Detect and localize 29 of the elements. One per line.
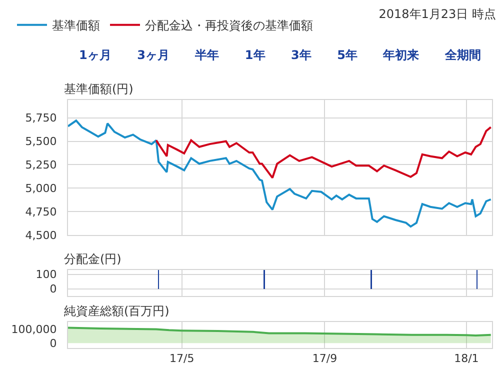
x-tick-label: 18/1	[454, 352, 479, 366]
text: 全期間	[444, 47, 482, 64]
text: 3ヶ月	[136, 47, 170, 64]
line-series	[155, 126, 492, 179]
text: 半年	[194, 47, 220, 64]
y-tick-label: 4,750	[25, 205, 57, 218]
y-tick-label: 0	[50, 336, 57, 350]
y-tick-label: 5,750	[25, 112, 57, 125]
legend-label: 分配金込・再投資後の基準価額	[145, 18, 313, 33]
y-axis-title: 純資産総額(百万円)	[64, 304, 170, 318]
text: 3年	[290, 47, 312, 64]
text: 年初来	[382, 47, 420, 64]
x-tick-label: 17/9	[312, 352, 338, 366]
text: 5年	[336, 47, 358, 64]
y-tick-label: 5,000	[25, 182, 57, 195]
text: 1ヶ月	[78, 47, 112, 64]
text: 2018年1月23日 時点	[378, 6, 496, 23]
line-series	[68, 120, 492, 228]
y-tick-label: 5,250	[25, 158, 57, 172]
y-tick-label: 0	[50, 282, 57, 296]
y-tick-label: 100,000	[11, 322, 57, 336]
x-tick-label: 17/5	[169, 352, 194, 366]
text: 1年	[244, 47, 266, 64]
y-tick-label: 5,500	[25, 135, 57, 148]
y-tick-label: 100	[36, 268, 57, 282]
y-axis-title: 基準価額(円)	[64, 82, 134, 96]
y-tick-label: 4,500	[25, 228, 57, 242]
y-axis-title: 分配金(円)	[64, 252, 122, 266]
legend-label: 基準価額	[52, 18, 100, 33]
